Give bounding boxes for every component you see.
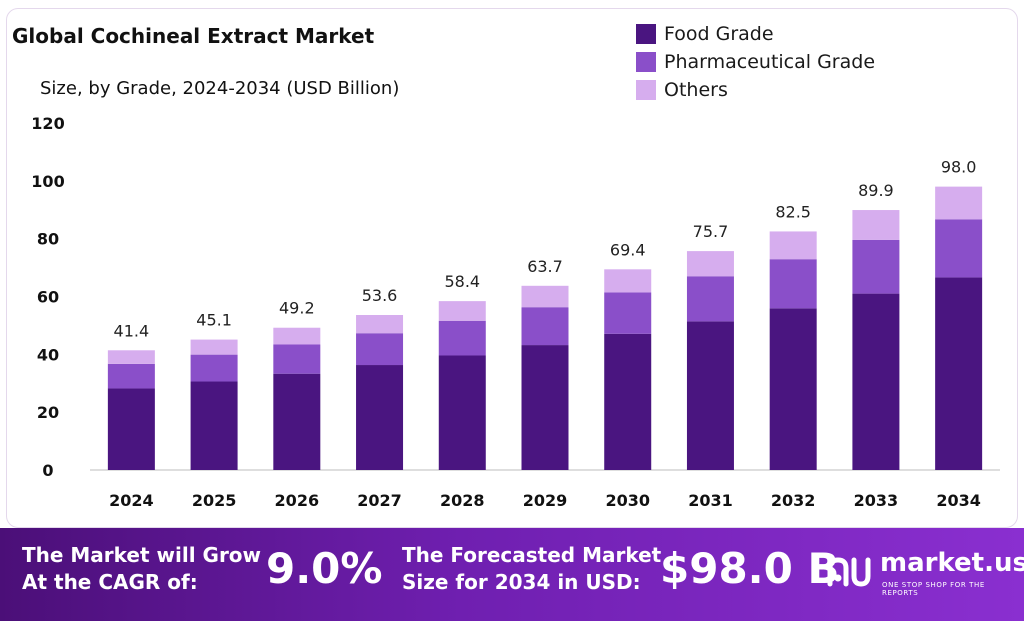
y-tick-label: 20 (37, 403, 59, 422)
forecast-caption-line-1: The Forecasted Market (402, 543, 662, 567)
y-tick-label: 120 (31, 114, 64, 133)
bar-segment-food-grade (769, 308, 817, 470)
bar-segment-food-grade (107, 388, 155, 470)
bar-total-label: 75.7 (693, 222, 729, 241)
market-us-tagline: ONE STOP SHOP FOR THE REPORTS (882, 581, 985, 597)
legend-item-food-grade: Food Grade (636, 20, 875, 48)
stacked-bar-chart: 0 20 40 60 80 100 120 41.4 2024 45.1 2025 49.2 2026 5… (31, 114, 1000, 510)
bar-total-label: 69.4 (610, 240, 646, 259)
bar-segment-food-grade (190, 381, 238, 470)
legend-label-others: Others (664, 79, 728, 101)
market-us-logo-icon (827, 557, 871, 587)
bar-segment-others (273, 327, 321, 345)
y-tick-label: 80 (37, 230, 59, 249)
bar-total-label: 58.4 (444, 272, 480, 291)
legend-swatch-others (636, 80, 656, 100)
x-tick-label: 2034 (936, 491, 981, 510)
bar-segment-pharmaceutical-grade (438, 320, 486, 356)
x-tick-label: 2025 (192, 491, 237, 510)
x-tick-label: 2031 (688, 491, 733, 510)
chart-subtitle: Size, by Grade, 2024-2034 (USD Billion) (40, 78, 400, 99)
cagr-caption-line-1: The Market will Grow (22, 543, 262, 567)
bar-segment-others (190, 339, 238, 355)
x-tick-label: 2030 (605, 491, 650, 510)
bar-total-label: 63.7 (527, 257, 563, 276)
forecast-caption: The Forecasted Market Size for 2034 in U… (402, 542, 661, 596)
bar-segment-pharmaceutical-grade (604, 292, 652, 334)
bar-segment-pharmaceutical-grade (686, 276, 734, 322)
bar-segment-others (852, 210, 900, 240)
bar-segment-pharmaceutical-grade (852, 239, 900, 294)
cagr-caption: The Market will Grow At the CAGR of: (22, 542, 261, 596)
forecast-value: $98.0 B (660, 544, 840, 593)
y-tick-label: 100 (31, 172, 64, 191)
chart-card (6, 8, 1018, 528)
bar-total-label: 41.4 (114, 321, 150, 340)
chart-title: Global Cochineal Extract Market (12, 24, 375, 48)
bar-total-label: 45.1 (196, 311, 232, 330)
bar-total-label: 98.0 (941, 158, 977, 177)
bar-segment-others (107, 350, 155, 364)
y-tick-label: 40 (37, 345, 59, 364)
bar-segment-others (686, 251, 734, 277)
bar-segment-pharmaceutical-grade (769, 259, 817, 309)
bar-segment-food-grade (852, 293, 900, 470)
x-tick-label: 2027 (357, 491, 402, 510)
bar-segment-food-grade (935, 277, 983, 470)
x-tick-label: 2024 (109, 491, 154, 510)
market-us-logo-text: market.us (880, 548, 1024, 578)
bar-segment-food-grade (686, 321, 734, 470)
bar-segment-food-grade (273, 373, 321, 470)
bar-segment-others (769, 231, 817, 260)
bar-segment-others (521, 285, 569, 308)
legend-swatch-food-grade (636, 24, 656, 44)
legend-swatch-pharmaceutical-grade (636, 52, 656, 72)
bar-total-label: 53.6 (362, 286, 398, 305)
y-tick-label: 60 (37, 288, 59, 307)
x-tick-label: 2032 (771, 491, 816, 510)
bar-total-label: 82.5 (775, 202, 811, 221)
cagr-value: 9.0% (266, 544, 383, 593)
bar-total-label: 89.9 (858, 181, 894, 200)
forecast-caption-line-2: Size for 2034 in USD: (402, 570, 641, 594)
x-tick-label: 2028 (440, 491, 485, 510)
legend-label-pharmaceutical-grade: Pharmaceutical Grade (664, 51, 876, 73)
legend-item-others: Others (636, 76, 875, 104)
bar-segment-food-grade (438, 355, 486, 470)
legend: Food Grade Pharmaceutical Grade Others (636, 20, 875, 104)
bar-segment-food-grade (356, 365, 404, 470)
bar-segment-pharmaceutical-grade (190, 354, 238, 382)
bar-segment-pharmaceutical-grade (356, 333, 404, 366)
bar-total-label: 49.2 (279, 299, 315, 318)
bar-segment-pharmaceutical-grade (273, 344, 321, 374)
bar-segment-pharmaceutical-grade (521, 307, 569, 346)
bar-segment-pharmaceutical-grade (935, 219, 983, 278)
x-tick-label: 2033 (854, 491, 899, 510)
bar-segment-others (356, 315, 404, 334)
bar-segment-others (604, 269, 652, 293)
x-tick-label: 2029 (523, 491, 568, 510)
cagr-caption-line-2: At the CAGR of: (22, 570, 198, 594)
bar-segment-others (438, 301, 486, 321)
bar-segment-pharmaceutical-grade (107, 363, 155, 389)
summary-banner: The Market will Grow At the CAGR of: 9.0… (0, 528, 1024, 621)
bar-segment-food-grade (604, 333, 652, 470)
bar-segment-others (935, 186, 983, 220)
legend-item-pharmaceutical-grade: Pharmaceutical Grade (636, 48, 875, 76)
bar-segment-food-grade (521, 345, 569, 470)
y-tick-label: 0 (42, 461, 53, 480)
x-tick-label: 2026 (275, 491, 320, 510)
legend-label-food-grade: Food Grade (664, 23, 774, 45)
